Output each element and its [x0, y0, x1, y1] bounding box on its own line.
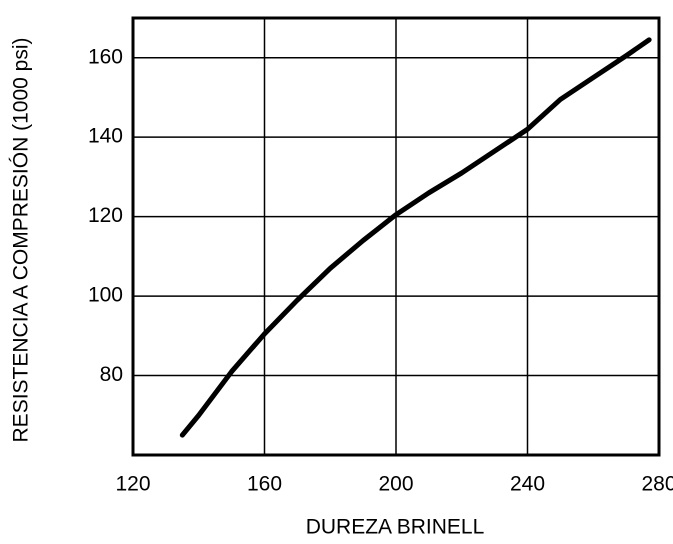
x-tick-label: 200 [378, 473, 413, 496]
plot-frame [131, 16, 661, 457]
x-tick-label: 280 [641, 473, 673, 496]
data-line [179, 37, 652, 438]
y-tick-label: 120 [88, 204, 123, 227]
x-tick-label: 240 [510, 473, 545, 496]
y-tick-label: 140 [88, 125, 123, 148]
y-axis-label: RESISTENCIA A COMPRESIÓN (1000 psi) [10, 38, 33, 443]
y-tick-label: 160 [88, 45, 123, 68]
y-tick-label: 80 [100, 363, 123, 386]
x-tick-label: 160 [247, 473, 282, 496]
y-tick-label: 100 [88, 284, 123, 307]
x-axis-label: DUREZA BRINELL [306, 516, 485, 539]
x-tick-label: 120 [115, 473, 150, 496]
